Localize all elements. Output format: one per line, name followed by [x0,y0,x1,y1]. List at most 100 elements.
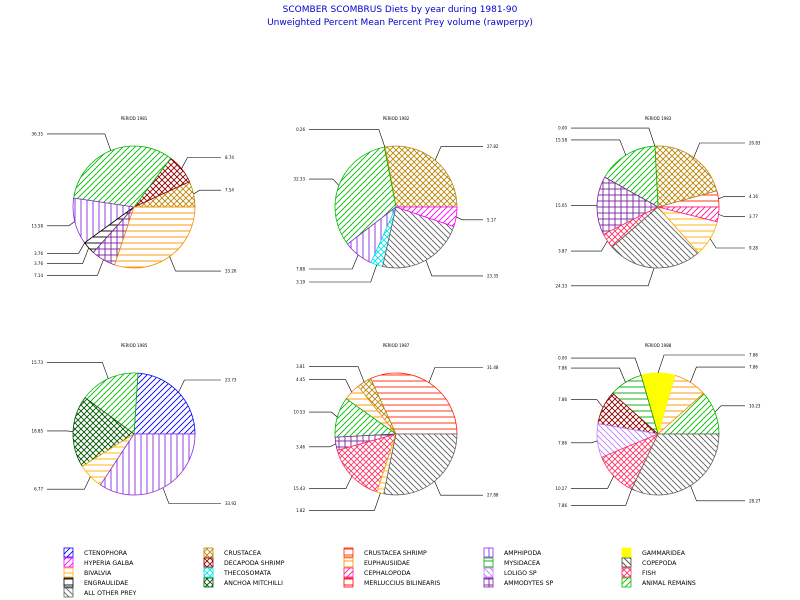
legend-item-all-other-prey: ALL OTHER PREY [63,587,137,598]
legend-item-engraulidae: ENGRAULIDAE [63,577,128,588]
legend-label: MERLUCCIUS BILINEARIS [364,580,440,587]
pie-title: PERIOD 1983 [645,116,672,121]
legend-item-euphausiidae: EUPHAUSIIDAE [343,557,410,568]
figure-subtitle: Unweighted Percent Mean Percent Prey vol… [267,18,533,28]
legend-swatch [203,567,214,578]
legend-swatch [343,567,354,578]
legend-item-decapoda-shrimp: DECAPODA SHRIMP [203,557,285,568]
legend-label: ANIMAL REMAINS [642,580,696,587]
legend-label: AMPHIPODA [504,550,542,557]
leader-line [571,440,598,444]
slice-value-label: 15.58 [556,137,568,142]
leader-line [571,357,642,376]
leader-line [571,488,632,506]
leader-line [718,196,745,200]
leader-line [456,216,483,221]
slice-value-label: 15.43 [294,486,306,491]
legend-swatch [483,547,494,558]
legend-swatch [343,547,354,558]
leader-line [425,260,483,277]
pie-title: PERIOD 1987 [383,343,410,348]
slice-value-label: 7.86 [558,503,567,508]
legend: CTENOPHORA CRUSTACEA CRUSTACEA SHRIMP AMPHI… [63,547,696,598]
slice-value-label: 8.74 [225,155,234,160]
pie-chart: PERIOD 1983 20.83 4.16 3.77 9.28 0.00 15.58 15.… [556,116,761,288]
slice-value-label: 28.27 [749,498,761,503]
slice-value-label: 27.88 [487,493,499,498]
pie-slice-crustacea [654,145,718,208]
leader-line [434,481,483,496]
legend-label: ENGRAULIDAE [84,580,128,587]
legend-item-crustacea: CRUSTACEA [203,547,262,558]
legend-swatch [621,567,632,578]
legend-swatch [621,547,632,558]
legend-label: CRUSTACEA [224,550,262,557]
legend-item-bivalvia: BIVALVIA [63,567,112,578]
leader-line [47,221,75,227]
legend-swatch [483,567,494,578]
pie-chart: PERIOD 1988 7.86 7.86 10.23 28.27 0.00 7.86 7.8… [556,343,761,508]
legend-swatch [63,547,74,558]
slice-value-label: 7.14 [34,273,43,278]
legend-swatch [63,567,74,578]
slice-value-label: 3.46 [296,444,305,449]
pie-slice-crustacea-shrimp [370,372,458,435]
leader-line [309,379,352,393]
figure-title: SCOMBER SCOMBRUS Diets by year during 19… [283,5,518,15]
slice-value-label: 36.35 [32,131,44,136]
slice-value-label: 33.26 [225,269,237,274]
leader-line [693,142,745,158]
legend-label: GAMMARIDEA [642,550,686,557]
pie-chart: PERIOD 1981 8.74 7.54 33.26 36.35 13.58 3.76 3.… [32,116,237,278]
legend-item-anchoa-mitchilli: ANCHOA MITCHILLI [203,577,283,588]
leader-line [309,366,365,383]
legend-item-fish: FISH [621,567,656,578]
leader-line [571,127,656,147]
slice-value-label: 7.86 [749,353,758,358]
slice-value-label: 0.26 [296,127,305,132]
slice-value-label: 27.82 [487,144,499,149]
legend-swatch [203,557,214,568]
pie-slice-amphipoda [99,433,196,496]
leader-line [309,476,353,489]
legend-item-copepoda: COPEPODA [621,557,677,568]
slice-value-label: 3.81 [296,364,305,369]
slice-value-label: 10.27 [556,486,568,491]
pie-title: PERIOD 1981 [121,116,148,121]
slice-value-label: 3.77 [749,214,758,219]
slice-value-label: 13.58 [32,223,44,228]
slice-value-label: 5.17 [487,217,496,222]
slice-value-label: 3.76 [34,251,43,256]
legend-label: HYPERIA GALBA [84,560,134,567]
legend-label: COPEPODA [642,560,677,567]
slice-value-label: 10.23 [749,403,761,408]
slice-value-label: 7.86 [558,440,567,445]
legend-label: AMMODYTES SP [504,580,553,587]
legend-swatch [483,577,494,588]
slice-value-label: 15.05 [556,203,568,208]
leader-line [162,487,221,504]
leader-line [181,157,221,169]
legend-label: CTENOPHORA [84,550,128,557]
legend-swatch [63,577,74,588]
leader-line [47,247,89,264]
legend-swatch [621,557,632,568]
slice-value-label: 33.92 [225,501,237,506]
pie-charts: PERIOD 1981 8.74 7.54 33.26 36.35 13.58 3.76 3.… [32,116,761,513]
slice-value-label: 9.28 [749,245,758,250]
pie-slice-fish [336,433,397,493]
legend-label: ALL OTHER PREY [84,590,137,597]
pie-slice-crustacea [384,145,458,208]
leader-line [309,492,381,511]
slice-value-label: 7.86 [558,397,567,402]
pie-title: PERIOD 1985 [121,343,148,348]
leader-line [714,405,745,413]
pie-chart: PERIOD 1982 27.82 5.17 23.35 0.26 32.33 7.88 3.… [294,116,499,284]
leader-line [309,178,340,186]
pie-title: PERIOD 1982 [383,116,410,121]
slice-value-label: 7.88 [296,266,305,271]
leader-line [47,242,85,254]
legend-label: DECAPODA SHRIMP [224,560,285,567]
slice-value-label: 10.53 [294,410,306,415]
